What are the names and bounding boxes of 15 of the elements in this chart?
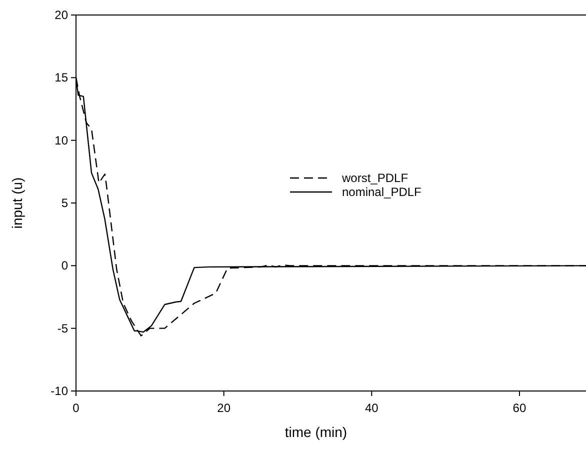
y-tick-label: 20 <box>54 8 68 22</box>
y-tick-label: 5 <box>61 196 68 210</box>
x-tick-label: 0 <box>72 401 80 415</box>
y-tick-label: 10 <box>54 133 68 148</box>
y-axis-title: input (u) <box>9 177 25 229</box>
legend-label: worst_PDLF <box>341 171 408 185</box>
legend-label: nominal_PDLF <box>342 185 422 199</box>
x-axis-title: time (min) <box>284 424 348 440</box>
x-tick-label: 40 <box>364 401 379 415</box>
y-tick-label: -10 <box>50 384 68 398</box>
y-tick-label: -5 <box>57 321 68 336</box>
x-tick-label: 20 <box>217 401 231 415</box>
x-tick-label: 60 <box>512 401 526 415</box>
y-tick-label: 0 <box>61 258 68 273</box>
y-tick-label: 15 <box>54 70 68 85</box>
